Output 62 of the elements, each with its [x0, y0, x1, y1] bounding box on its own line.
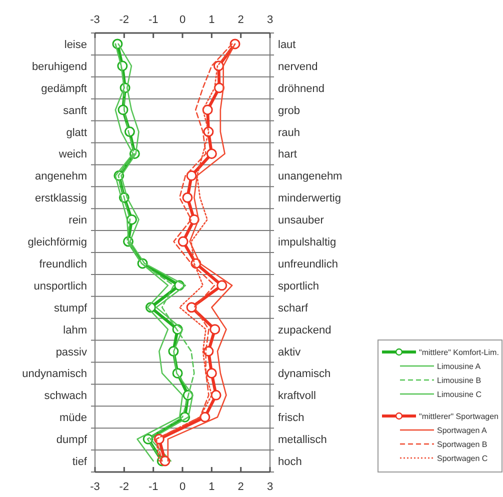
y-tick-label: angenehm: [35, 170, 87, 183]
x2-tick-label: -2: [119, 14, 130, 26]
y-tick-label: gleichförmig: [28, 236, 87, 249]
x-tick-label: -3: [90, 481, 100, 493]
legend-label: Limousine B: [437, 376, 482, 385]
x-tick-label: 3: [266, 481, 274, 493]
legend-label: Limousine C: [437, 390, 482, 399]
y-tick-label: undynamisch: [22, 368, 87, 380]
y-tick-label: erstklassig: [35, 192, 87, 205]
y2-tick-label: dynamisch: [278, 368, 331, 380]
y2-tick-label: impulshaltig: [278, 236, 336, 249]
legend-label: Sportwagen A: [437, 426, 488, 435]
y2-tick-label: nervend: [278, 60, 318, 73]
y-tick-label: weich: [58, 148, 87, 161]
y2-tick-label: minderwertig: [278, 192, 341, 205]
y-tick-label: passiv: [56, 346, 88, 358]
legend-label: "mittlere" Komfort-Lim.: [419, 348, 499, 357]
legend-label: Limousine A: [437, 362, 482, 371]
y-tick-label: freundlich: [39, 258, 87, 270]
legend-label: "mittlerer" Sportwagen: [419, 412, 498, 421]
y-tick-label: müde: [59, 412, 87, 424]
y-tick-label: rein: [68, 214, 87, 227]
y-tick-label: beruhigend: [32, 60, 87, 73]
y2-tick-label: unangenehm: [278, 170, 342, 183]
y-tick-label: stumpf: [54, 302, 88, 314]
y2-tick-label: zupackend: [278, 324, 332, 336]
y2-tick-label: laut: [278, 38, 296, 51]
y2-tick-label: scharf: [278, 302, 309, 314]
y2-tick-label: dröhnend: [278, 82, 324, 95]
x2-tick-label: -3: [90, 14, 100, 26]
y-tick-label: leise: [64, 38, 87, 51]
y2-tick-label: rauh: [278, 126, 300, 139]
y-tick-label: glatt: [66, 126, 87, 139]
y2-tick-label: unfreundlich: [278, 258, 338, 270]
y-tick-label: sanft: [63, 104, 87, 117]
y2-tick-label: kraftvoll: [278, 390, 316, 402]
y-tick-label: schwach: [44, 390, 87, 402]
x2-tick-label: -1: [148, 14, 158, 26]
y-tick-label: dumpf: [56, 434, 88, 446]
y2-tick-label: frisch: [278, 412, 304, 424]
y2-tick-label: metallisch: [278, 434, 327, 446]
x-tick-label: 1: [208, 481, 215, 493]
x2-tick-label: 3: [266, 14, 274, 26]
x-tick-label: -1: [148, 481, 158, 493]
y2-tick-label: hoch: [278, 456, 302, 468]
y2-tick-label: sportlich: [278, 280, 319, 292]
y-tick-label: tief: [72, 456, 88, 468]
x-tick-label: 2: [238, 481, 244, 493]
x2-tick-label: 0: [179, 14, 186, 26]
y2-tick-label: aktiv: [278, 346, 302, 358]
y2-tick-label: grob: [278, 104, 300, 117]
y-tick-label: lahm: [63, 324, 87, 336]
y-tick-label: unsportlich: [34, 280, 87, 292]
x-tick-label: -2: [119, 481, 130, 493]
x-tick-label: 0: [179, 481, 186, 493]
legend-label: Sportwagen C: [437, 454, 488, 463]
x2-tick-label: 1: [208, 14, 215, 26]
x2-tick-label: 2: [238, 14, 244, 26]
legend-label: Sportwagen B: [437, 440, 488, 449]
y2-tick-label: unsauber: [278, 214, 324, 227]
y-tick-label: gedämpft: [41, 82, 87, 95]
y2-tick-label: hart: [278, 148, 297, 161]
